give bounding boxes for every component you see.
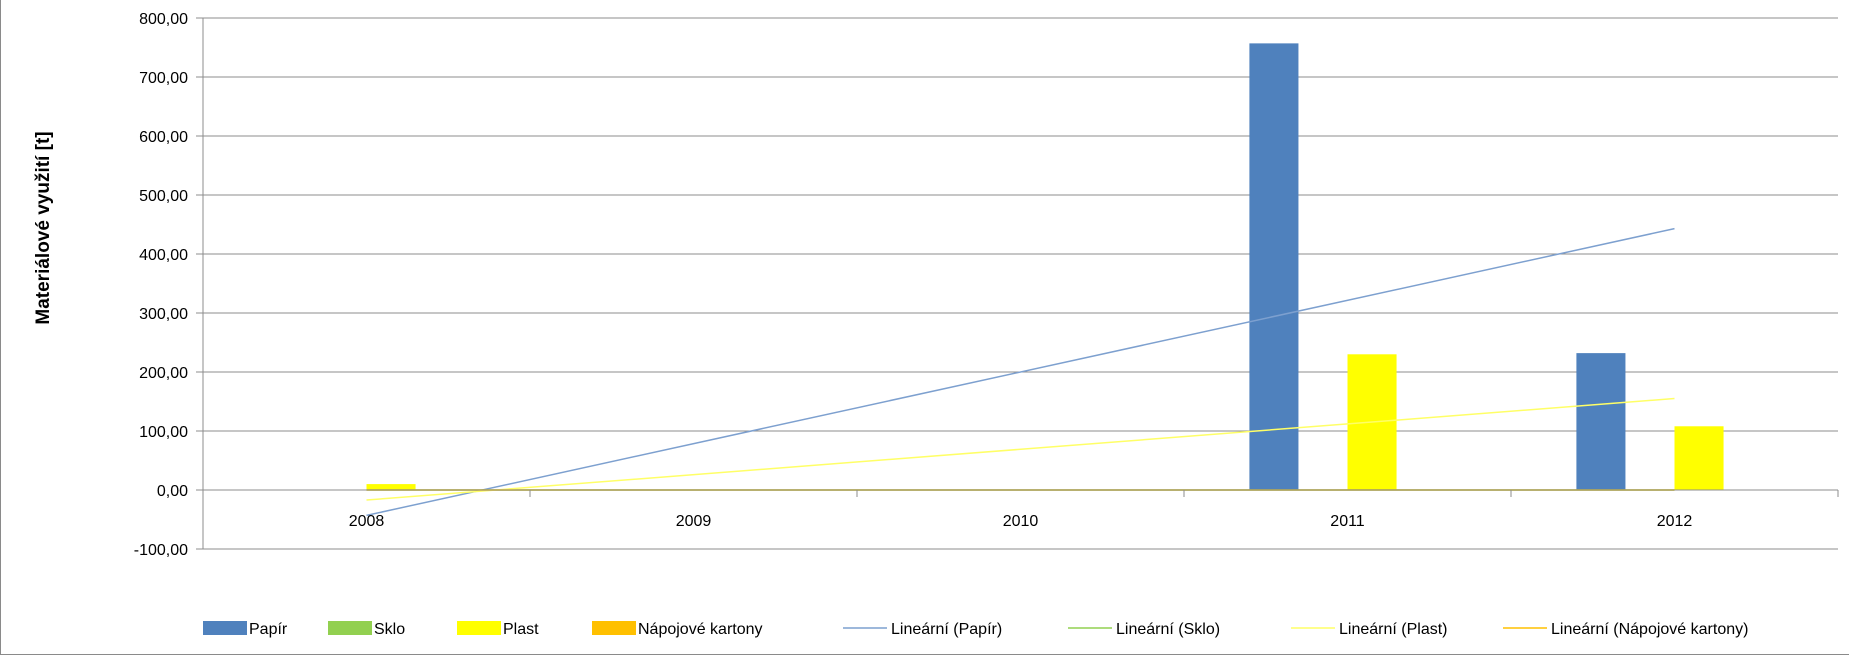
legend-swatch xyxy=(328,621,372,635)
bar-papír xyxy=(1249,43,1299,491)
y-tick-label: -100,00 xyxy=(134,542,188,559)
bar-papír xyxy=(1576,353,1626,490)
y-tick-label: 0,00 xyxy=(157,483,188,500)
legend-label: Lineární (Papír) xyxy=(891,621,1002,638)
legend-label: Plast xyxy=(503,621,539,638)
bar-plast xyxy=(366,484,416,490)
legend-swatch xyxy=(457,621,501,635)
legend-label: Sklo xyxy=(374,621,405,638)
bar-plast xyxy=(1674,426,1724,490)
y-tick-label: 300,00 xyxy=(139,306,188,323)
legend-label: Lineární (Plast) xyxy=(1339,621,1448,638)
legend-label: Nápojové kartony xyxy=(638,621,763,638)
y-tick-label: 400,00 xyxy=(139,247,188,264)
x-tick-labels: 2008 2009 2010 2011 2012 xyxy=(349,513,1693,530)
x-tick-label: 2009 xyxy=(676,513,712,530)
legend-label: Lineární (Nápojové kartony) xyxy=(1551,621,1748,638)
x-tick-label: 2011 xyxy=(1330,513,1365,530)
y-axis-label: Materiálové využití [t] xyxy=(33,131,54,324)
legend: Papír Sklo Plast Nápojové kartony Lineární (… xyxy=(203,621,1748,638)
trendline xyxy=(366,227,1675,517)
y-tick-labels: -100,00 0,00 100,00 200,00 300,00 400,00 500,0… xyxy=(134,11,188,559)
y-tick-label: 100,00 xyxy=(139,424,188,441)
legend-label: Papír xyxy=(249,621,288,638)
legend-swatch xyxy=(203,621,247,635)
y-tick-label: 200,00 xyxy=(139,365,188,382)
y-tick-label: 700,00 xyxy=(139,70,188,87)
legend-label: Lineární (Sklo) xyxy=(1116,621,1220,638)
axes xyxy=(202,18,1839,549)
x-tick-label: 2010 xyxy=(1003,513,1039,530)
y-tick-label: 800,00 xyxy=(139,11,188,28)
legend-swatch xyxy=(592,621,636,635)
y-tick-label: 600,00 xyxy=(139,129,188,146)
y-tick-label: 500,00 xyxy=(139,188,188,205)
trendline xyxy=(366,397,1675,501)
bars xyxy=(366,43,1724,491)
x-tick-label: 2012 xyxy=(1657,513,1693,530)
x-tick-label: 2008 xyxy=(349,513,385,530)
